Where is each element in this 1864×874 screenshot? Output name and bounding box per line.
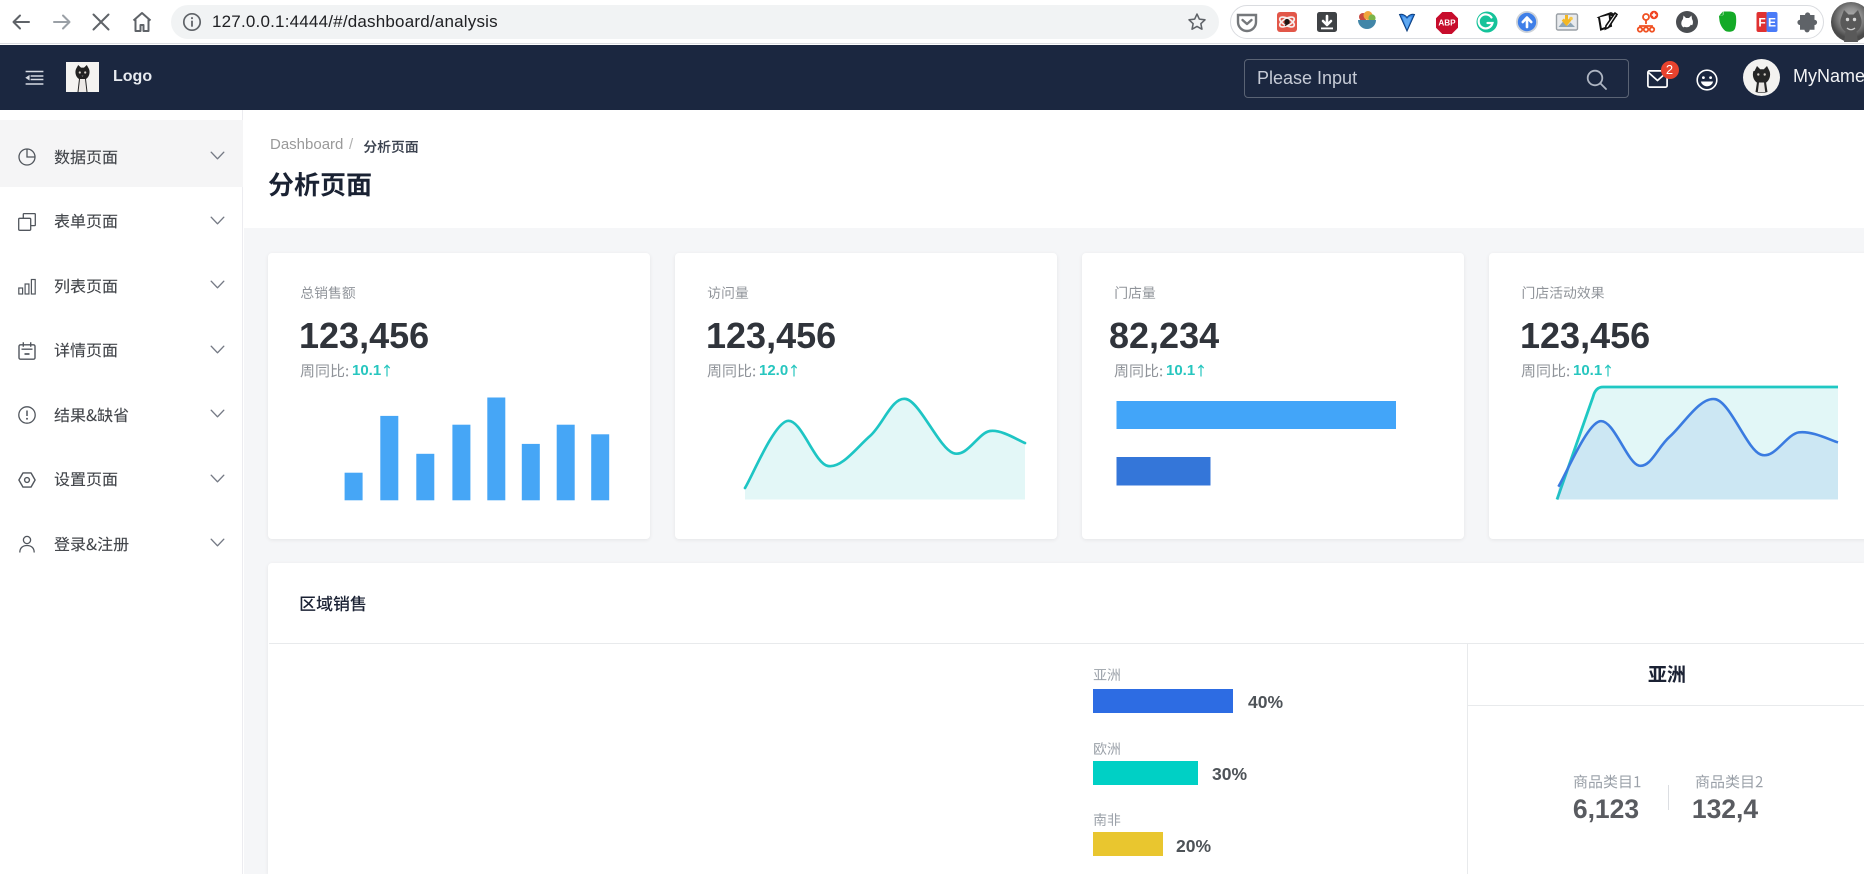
svg-text:ABP: ABP (1438, 19, 1456, 28)
svg-text:E: E (1768, 16, 1776, 30)
svg-text:F: F (1758, 16, 1765, 30)
